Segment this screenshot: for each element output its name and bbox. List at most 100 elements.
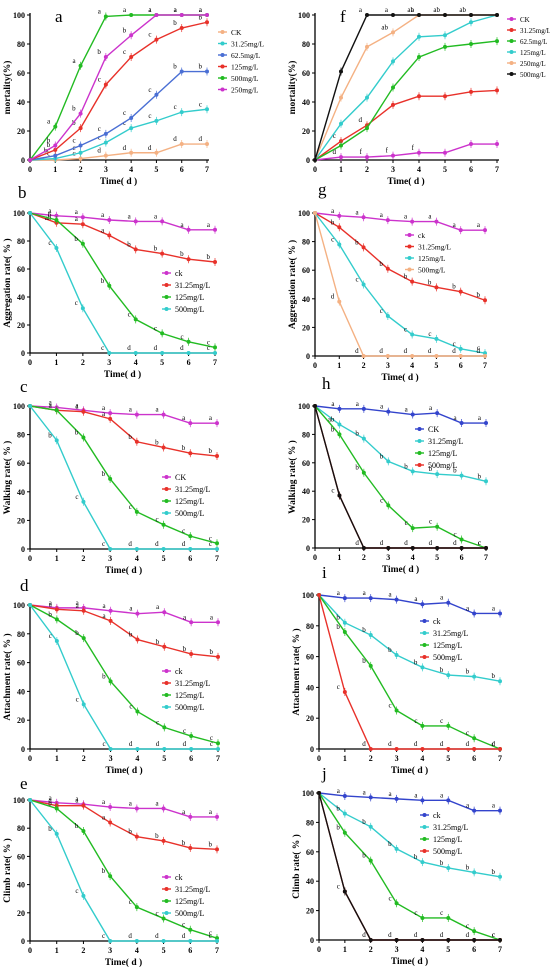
data-point (78, 143, 83, 148)
x-tick-label: 3 (108, 946, 112, 955)
significance-label: d (428, 347, 432, 355)
panel-f: 0 1 2 3 4 5 6 7 0 20 40 60 80 100 Time( d ) mortality(%… (287, 6, 550, 187)
significance-label: a (102, 404, 106, 412)
significance-label: a (174, 6, 178, 14)
legend: ck 31.25mg/L 125mg/L 500mg/L (162, 873, 210, 918)
significance-label: c (102, 540, 105, 548)
y-tick-label: 20 (306, 907, 314, 916)
significance-label: ab (433, 6, 440, 14)
x-tick-label: 0 (317, 945, 321, 954)
x-tick-label: 5 (162, 754, 166, 763)
series-line (314, 212, 485, 357)
significance-label: b (101, 277, 105, 285)
y-tick-label: 0 (21, 745, 25, 754)
data-point (472, 808, 477, 813)
series-125mg/L: c c c c c c c (313, 211, 487, 358)
data-point (134, 509, 139, 514)
significance-label: c (453, 530, 456, 538)
significance-label: d (173, 135, 177, 143)
data-point (188, 814, 193, 819)
x-tick-label: 5 (446, 945, 450, 954)
legend-swatch-marker (407, 256, 412, 260)
data-point (498, 747, 502, 751)
series-500mg/L: bcc d d d c (28, 798, 219, 943)
data-point (410, 469, 415, 474)
significance-label: c (148, 86, 151, 94)
data-point (446, 747, 451, 751)
significance-label: c (207, 344, 210, 352)
significance-label: c (209, 534, 212, 542)
data-point (342, 596, 347, 601)
significance-label: a (199, 6, 203, 14)
x-tick-label: 4 (417, 165, 421, 174)
x-axis-title: Time( d ) (105, 565, 142, 576)
data-point (54, 639, 59, 643)
x-axis-title: Time( d ) (391, 956, 428, 967)
legend-label: 500mg/L (418, 266, 446, 275)
data-point (215, 847, 219, 852)
data-point (161, 547, 166, 551)
legend-label: 31.25mg/L (175, 281, 210, 290)
data-point (134, 547, 139, 551)
significance-label: c (123, 119, 126, 127)
data-point (337, 213, 342, 218)
panel-g: 0 1 2 3 4 5 6 7 0 20 40 60 80 100 Time( d ) Aggregation… (287, 180, 487, 383)
significance-label: a (49, 794, 53, 802)
legend-swatch-marker (220, 64, 225, 69)
data-point (417, 34, 421, 39)
data-point (160, 251, 165, 256)
panel-label: j (321, 764, 327, 783)
data-point (189, 651, 194, 656)
significance-label: a (75, 795, 79, 803)
legend: ck 31.25mg/L 125mg/L 500mg/L (405, 231, 452, 275)
series-line (314, 405, 487, 482)
data-point (317, 593, 321, 597)
significance-label: c (404, 326, 407, 334)
x-axis-title: Time( d ) (391, 765, 428, 776)
significance-label: b (466, 668, 470, 676)
data-point (78, 111, 83, 116)
significance-label: c (209, 929, 212, 937)
data-point (385, 313, 390, 318)
y-tick-label: 100 (298, 11, 310, 20)
data-point (54, 246, 59, 250)
significance-label: d (388, 740, 392, 748)
legend-label: 500mg/L (175, 703, 204, 712)
significance-label: a (102, 814, 106, 822)
significance-label: d (148, 144, 152, 152)
significance-label: c (477, 344, 480, 352)
significance-label: a (331, 207, 335, 215)
x-tick-label: 2 (369, 945, 373, 954)
significance-label: c (440, 717, 443, 725)
data-point (54, 213, 59, 218)
significance-label: a (380, 211, 384, 219)
significance-label: a (492, 604, 496, 612)
x-tick-label: 4 (411, 553, 415, 562)
x-tick-label: 4 (420, 754, 424, 763)
significance-label: d (404, 347, 408, 355)
significance-label: a (440, 791, 444, 799)
x-tick-label: 3 (395, 754, 399, 763)
significance-label: b (210, 648, 214, 656)
data-point (337, 422, 342, 427)
significance-label: c (182, 921, 185, 929)
y-tick-label: 20 (306, 714, 314, 723)
significance-label: d (128, 932, 132, 940)
data-point (54, 831, 59, 836)
y-axis-title: Aggregation rate( % ) (287, 240, 298, 329)
significance-label: b (492, 868, 496, 876)
data-point (28, 603, 32, 607)
series-line (29, 405, 217, 550)
series-line (314, 14, 497, 161)
significance-label: a (148, 6, 152, 14)
data-point (394, 846, 399, 851)
data-point (186, 257, 191, 262)
data-point (342, 629, 347, 634)
y-tick-label: 100 (13, 11, 25, 20)
data-point (108, 411, 113, 416)
significance-label: b (156, 638, 160, 646)
data-point (80, 222, 85, 227)
significance-label: b (428, 278, 432, 286)
legend-swatch-marker (407, 244, 412, 249)
y-tick-label: 20 (302, 323, 310, 332)
